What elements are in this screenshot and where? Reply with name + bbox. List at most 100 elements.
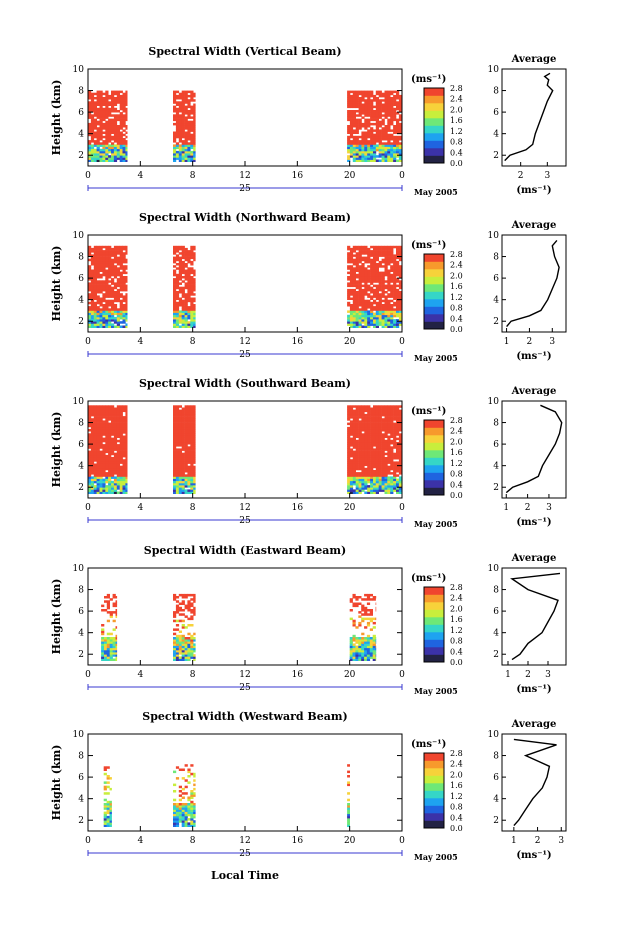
heatmap-cell: [116, 463, 120, 466]
heatmap-cell: [116, 110, 120, 113]
heatmap-cell: [125, 265, 128, 268]
heatmap-cell: [178, 442, 182, 445]
heatmap-cell: [190, 467, 194, 471]
heatmap-cell: [90, 125, 95, 128]
heatmap-cell: [184, 480, 188, 484]
heatmap-cell: [173, 155, 177, 158]
heatmap-cell: [355, 148, 359, 152]
heatmap-cell: [349, 133, 354, 137]
heatmap-cell: [96, 99, 100, 102]
heatmap-cell: [367, 439, 371, 443]
heatmap-cell: [99, 286, 103, 290]
heatmap-cell: [173, 325, 177, 328]
heatmap-cell: [370, 424, 374, 428]
heatmap-cell: [105, 304, 109, 307]
heatmap-cell: [381, 482, 385, 486]
heatmap-cell: [181, 325, 185, 328]
heatmap-cell: [99, 308, 103, 311]
heatmap-cell: [390, 260, 394, 264]
heatmap-cell: [184, 467, 188, 471]
heatmap-cell: [175, 157, 180, 160]
heatmap-cell: [370, 429, 374, 432]
heatmap-cell: [355, 454, 359, 458]
heatmap-cell: [390, 405, 394, 408]
colorbar-swatch: [424, 609, 444, 618]
heatmap-cell: [398, 301, 403, 305]
heatmap-cell: [119, 457, 123, 460]
heatmap-cell: [349, 135, 354, 139]
average-unit-label: (ms⁻¹): [516, 185, 551, 196]
heatmap-cell: [349, 260, 354, 264]
heatmap-cell: [352, 461, 356, 464]
heatmap-cell: [381, 114, 385, 117]
heatmap-cell: [175, 250, 180, 253]
panel-title: Spectral Width (Eastward Beam): [144, 544, 346, 557]
heatmap-cell: [390, 265, 394, 268]
heatmap-cell: [116, 133, 120, 137]
heatmap-cell: [190, 269, 194, 272]
heatmap-cell: [367, 129, 371, 132]
heatmap-cell: [398, 306, 403, 309]
heatmap-cell: [373, 454, 377, 458]
heatmap-cell: [364, 613, 368, 616]
heatmap-cell: [347, 437, 351, 441]
heatmap-cell: [187, 472, 191, 475]
heatmap-cell: [111, 97, 115, 100]
heatmap-cell: [396, 150, 400, 154]
heatmap-cell: [370, 271, 374, 275]
heatmap-cell: [125, 444, 128, 447]
heatmap-cell: [381, 411, 385, 415]
heatmap-cell: [347, 321, 351, 324]
heatmap-cell: [370, 280, 374, 283]
heatmap-cell: [111, 459, 115, 462]
heatmap-cell: [96, 411, 100, 415]
heatmap-cell: [364, 652, 368, 655]
heatmap-cell: [361, 310, 365, 313]
heatmap-cell: [181, 122, 185, 126]
heatmap-cell: [364, 120, 368, 124]
heatmap-cell: [105, 99, 109, 102]
heatmap-cell: [99, 467, 103, 471]
heatmap-cell: [358, 112, 362, 115]
heatmap-cell: [396, 424, 400, 428]
average-profile-line: [510, 572, 561, 661]
heatmap-cell: [398, 127, 403, 130]
heatmap-cell: [93, 135, 97, 139]
heatmap-cell: [175, 150, 180, 154]
heatmap-cell: [375, 418, 379, 421]
heatmap-cell: [175, 487, 180, 490]
heatmap-cell: [355, 146, 359, 150]
heatmap-cell: [390, 422, 394, 426]
heatmap-cell: [358, 645, 362, 649]
heatmap-cell: [367, 416, 371, 419]
heatmap-cell: [122, 133, 126, 137]
heatmap-cell: [390, 487, 394, 490]
heatmap-cell: [361, 265, 365, 268]
heatmap-cell: [106, 602, 110, 605]
heatmap-cell: [88, 269, 92, 272]
heatmap-cell: [190, 452, 194, 456]
heatmap-cell: [125, 323, 128, 326]
heatmap-cell: [105, 424, 109, 428]
x-tick-label: 4: [137, 503, 143, 513]
heatmap-cell: [99, 310, 103, 313]
heatmap-cell: [358, 454, 362, 458]
heatmap-cell: [375, 323, 379, 326]
heatmap-cell: [398, 155, 403, 158]
heatmap-cell: [175, 643, 180, 646]
heatmap-cell: [101, 652, 105, 655]
heatmap-cell: [396, 323, 400, 326]
heatmap-cell: [367, 407, 371, 410]
heatmap-cell: [101, 609, 105, 612]
heatmap-cell: [398, 252, 403, 255]
heatmap-cell: [366, 641, 371, 644]
heatmap-cell: [387, 457, 391, 460]
heatmap-cell: [96, 133, 100, 137]
colorbar-tick-label: 0.8: [450, 637, 463, 646]
heatmap-cell: [364, 487, 368, 490]
heatmap-cell: [352, 301, 356, 305]
average-frame: [501, 567, 567, 666]
heatmap-cell: [367, 133, 371, 137]
heatmap-cell: [390, 122, 394, 126]
heatmap-cell: [190, 133, 194, 137]
